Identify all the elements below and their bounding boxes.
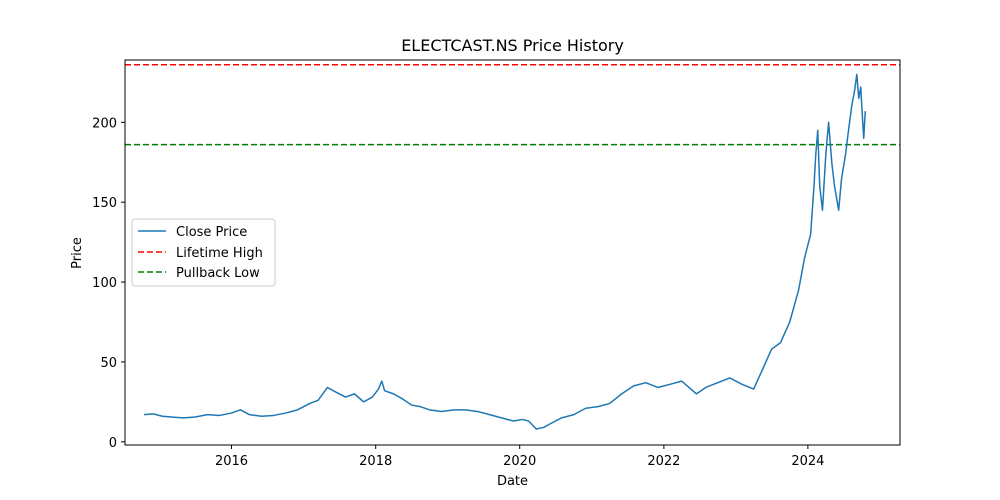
- legend-box: [131, 218, 276, 287]
- legend-pullback-low-label: Pullback Low: [176, 266, 260, 281]
- series-layer: [125, 64, 900, 430]
- x-tick-label: 2020: [503, 454, 536, 469]
- chart-title: ELECTCAST.NS Price History: [401, 36, 624, 55]
- x-tick-label: 2022: [647, 454, 680, 469]
- y-tick-label: 0: [109, 436, 117, 451]
- y-tick-label: 150: [92, 196, 117, 211]
- x-tick-label: 2016: [215, 454, 248, 469]
- legend-close-price-label: Close Price: [176, 225, 247, 240]
- y-axis-label: Price: [70, 237, 85, 269]
- legend-lifetime-high-label: Lifetime High: [176, 246, 263, 261]
- y-tick-label: 200: [92, 116, 117, 131]
- y-axis-ticks: 0 50 100 150 200: [92, 116, 125, 451]
- x-axis-ticks: 2016 2018 2020 2022 2024: [215, 445, 824, 469]
- x-tick-label: 2018: [359, 454, 392, 469]
- y-tick-label: 50: [100, 356, 117, 371]
- y-tick-label: 100: [92, 276, 117, 291]
- close-price-line: [144, 73, 867, 430]
- x-tick-label: 2024: [791, 454, 824, 469]
- legend: Close Price Lifetime High Pullback Low: [131, 218, 276, 287]
- x-axis-label: Date: [497, 474, 528, 489]
- plot-frame: [124, 59, 901, 446]
